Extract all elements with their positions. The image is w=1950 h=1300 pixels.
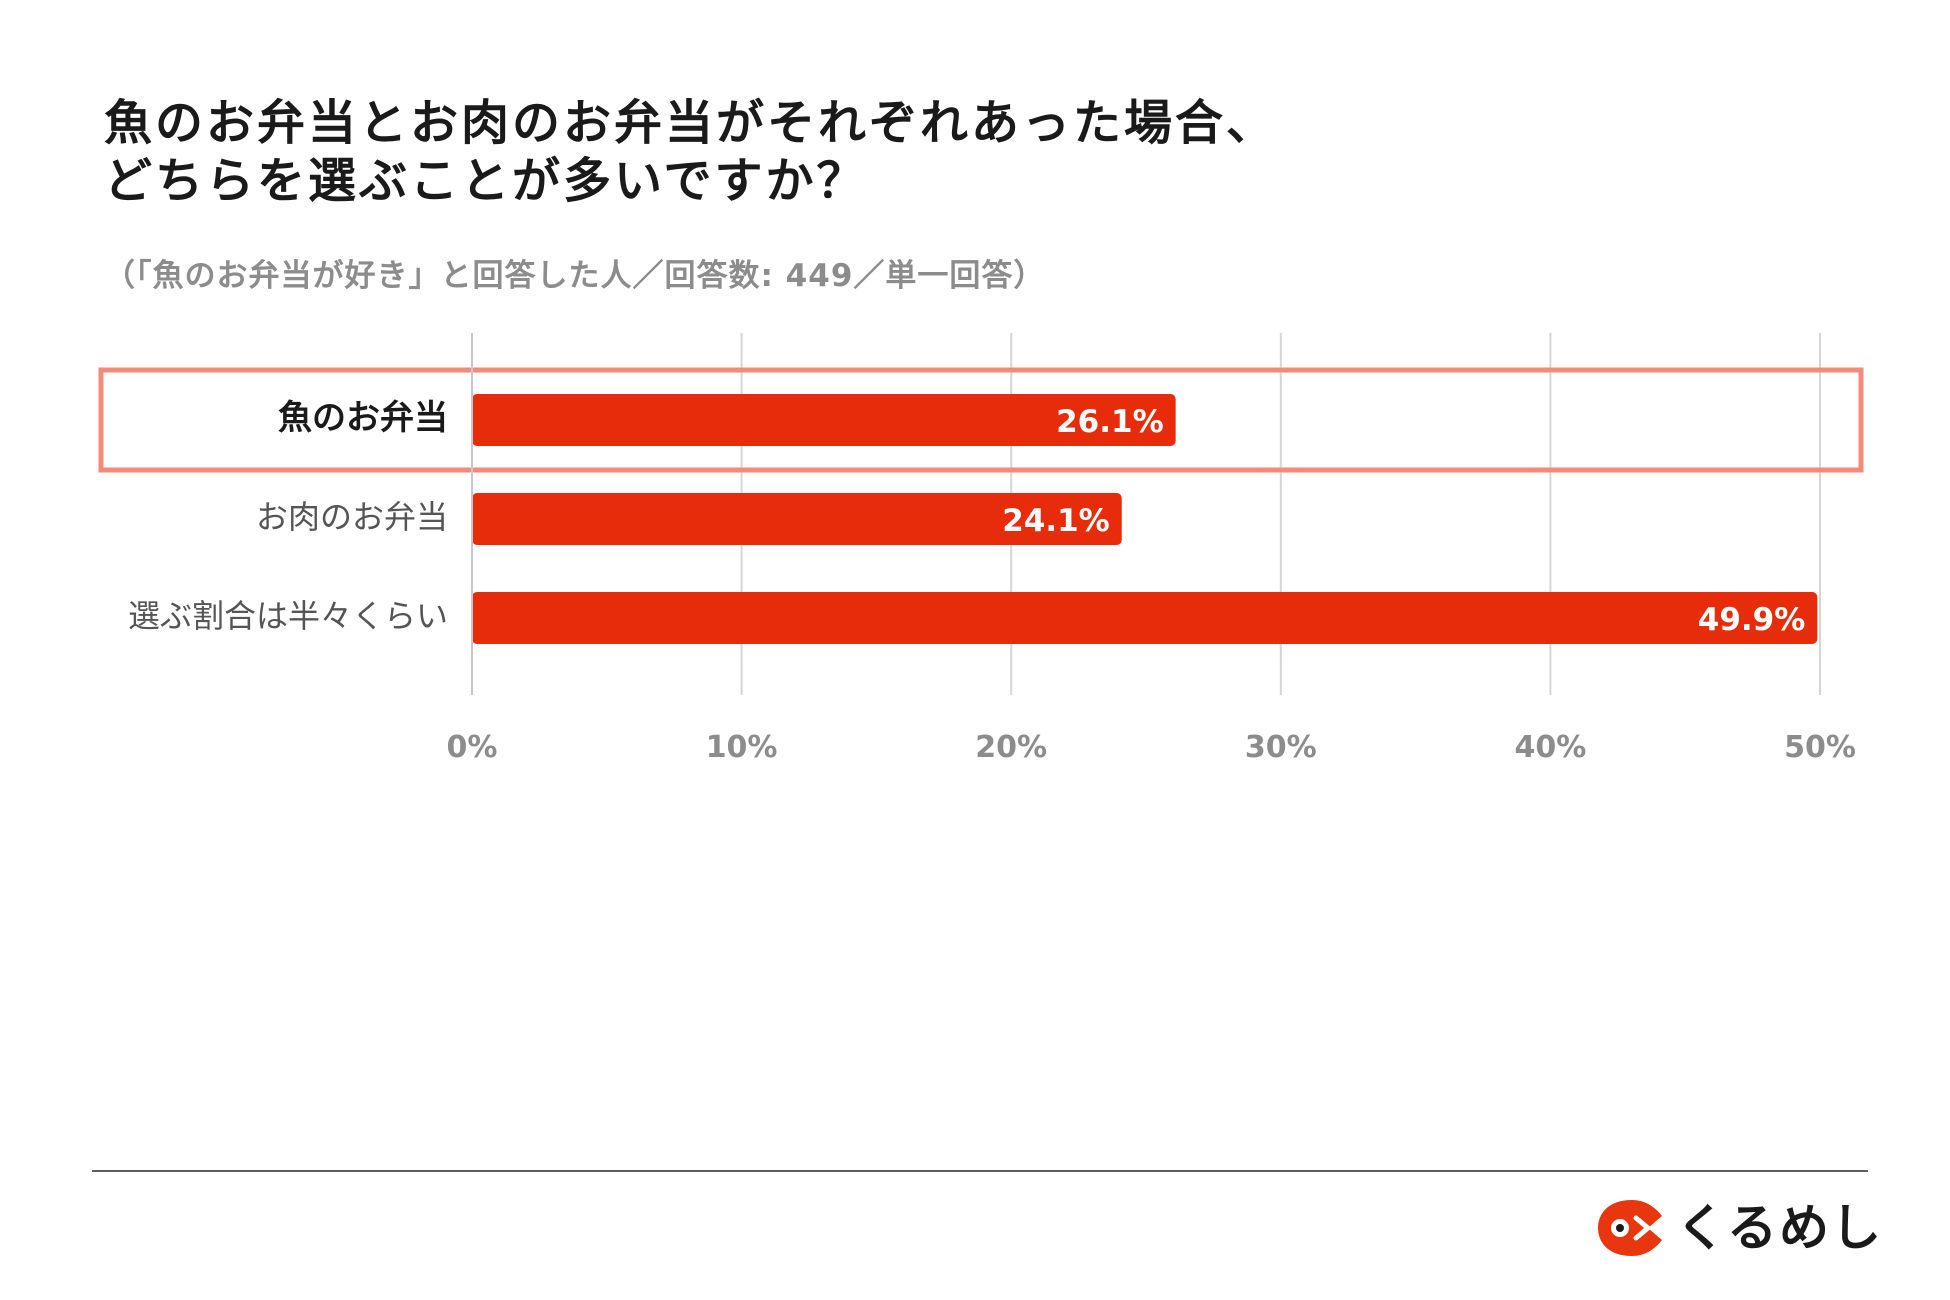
highlight-frame	[98, 367, 1864, 473]
bar-chart: 0% 10% 20% 30% 40% 50% 26.1% 魚のお弁当 24.1% お肉のお弁当 49…	[98, 333, 1864, 765]
x-tick-label-1: 10%	[706, 730, 778, 765]
x-tick-label-5: 50%	[1784, 730, 1856, 765]
brand-name: くるめし	[1676, 1199, 1883, 1257]
bar-0	[472, 394, 1176, 446]
bar-1	[472, 493, 1122, 545]
x-tick-label-2: 20%	[975, 730, 1047, 765]
chart-title: 魚のお弁当とお肉のお弁当がそれぞれあった場合、 どちらを選ぶことが多いですか？	[104, 94, 1804, 210]
x-tick-label-0: 0%	[447, 730, 498, 765]
brand-logo: くるめし	[1596, 1196, 1883, 1260]
category-label-1: お肉のお弁当	[256, 498, 448, 536]
bar-value-label-2: 49.9%	[1698, 602, 1806, 638]
category-label-2: 選ぶ割合は半々くらい	[128, 597, 448, 635]
kurumeshi-logo-icon	[1598, 1200, 1662, 1256]
x-tick-label-3: 30%	[1245, 730, 1317, 765]
footer-divider	[92, 1170, 1868, 1172]
bar-2	[472, 592, 1818, 644]
x-tick-label-4: 40%	[1514, 730, 1586, 765]
bar-value-label-0: 26.1%	[1056, 404, 1164, 440]
bar-value-label-1: 24.1%	[1002, 503, 1110, 539]
chart-subtitle: （「魚のお弁当が好き」と回答した人／回答数: 449／単一回答）	[104, 258, 1046, 294]
chart-title-line-1: 魚のお弁当とお肉のお弁当がそれぞれあった場合、	[104, 95, 1278, 151]
category-label-0: 魚のお弁当	[278, 398, 448, 438]
chart-title-line-2: どちらを選ぶことが多いですか？	[104, 153, 868, 209]
